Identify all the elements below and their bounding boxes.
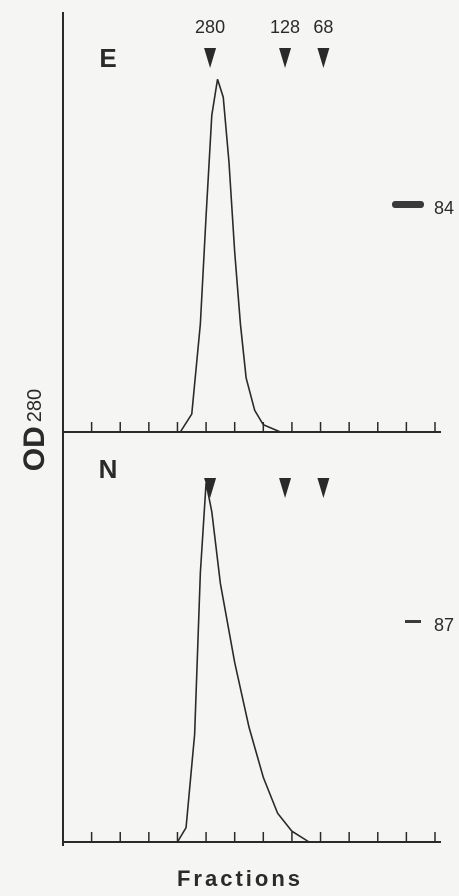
y-label-main: OD <box>18 426 51 471</box>
panel-label: E <box>99 43 116 73</box>
figure: OD 280 E 280 128 68 84 N 87 Fractions <box>0 0 459 896</box>
marker-arrow <box>279 48 291 68</box>
marker-label: 280 <box>195 17 225 37</box>
band-label: 87 <box>434 615 454 635</box>
marker-label: 68 <box>313 17 333 37</box>
x-label: Fractions <box>177 866 303 891</box>
panel-label: N <box>99 454 118 484</box>
marker-arrow <box>204 48 216 68</box>
gel-band <box>405 620 421 623</box>
marker-arrow <box>317 48 329 68</box>
band-label: 84 <box>434 198 454 218</box>
elution-curve <box>180 79 280 432</box>
gel-band <box>392 201 424 208</box>
marker-arrow <box>317 478 329 498</box>
y-label: OD 280 <box>18 389 51 471</box>
marker-arrow <box>279 478 291 498</box>
y-label-sub: 280 <box>24 389 46 422</box>
elution-curve <box>177 483 309 842</box>
marker-label: 128 <box>270 17 300 37</box>
